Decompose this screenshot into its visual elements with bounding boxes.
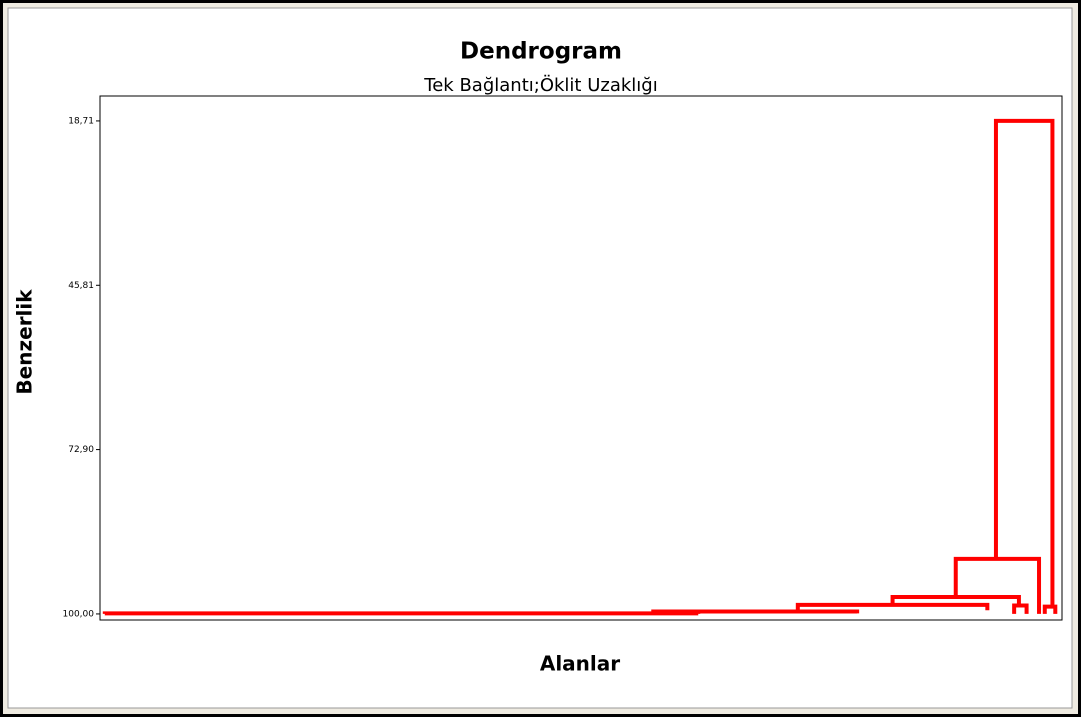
y-tick-label: 45,81	[68, 281, 94, 291]
chart-subtitle: Tek Bağlantı;Öklit Uzaklığı	[423, 74, 657, 96]
x-axis-label: Alanlar	[540, 652, 620, 676]
y-tick-label: 72,90	[68, 445, 94, 455]
dendrogram-link	[993, 118, 1055, 607]
dendrogram-link	[795, 602, 990, 612]
dendrogram-link	[651, 609, 860, 614]
y-tick-label: 100,00	[63, 609, 95, 619]
dendrogram-link	[102, 611, 701, 616]
chart-title: Dendrogram	[460, 39, 622, 65]
dendrogram-link	[890, 594, 1021, 606]
y-axis-label: Benzerlik	[13, 289, 37, 395]
dendrogram-link	[1042, 604, 1058, 614]
y-tick-label: 18,71	[68, 116, 94, 126]
plot-frame	[99, 95, 1063, 621]
